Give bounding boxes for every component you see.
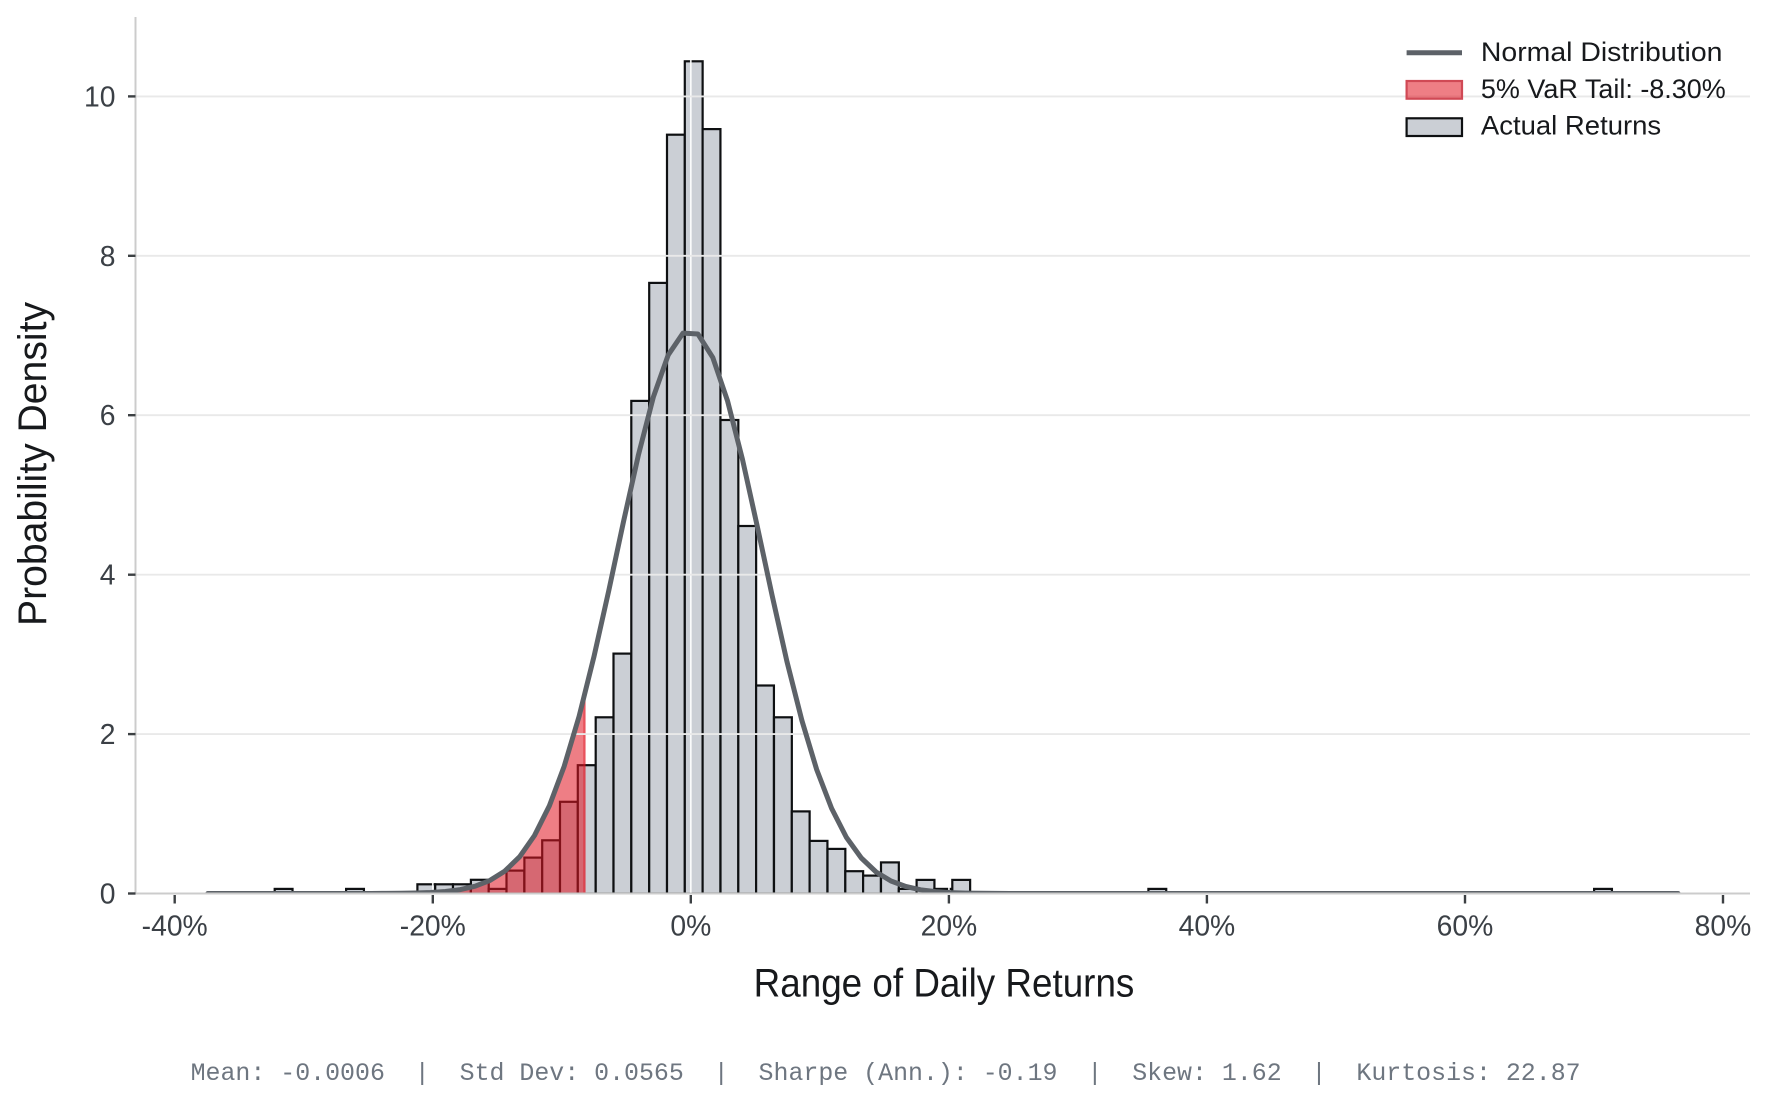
svg-text:Actual Returns: Actual Returns: [1481, 110, 1661, 140]
svg-text:60%: 60%: [1437, 910, 1494, 942]
svg-text:0%: 0%: [670, 910, 711, 942]
svg-text:8: 8: [100, 240, 116, 272]
svg-text:2: 2: [100, 718, 116, 750]
svg-text:4: 4: [100, 559, 116, 591]
svg-text:6: 6: [100, 399, 116, 431]
svg-text:Range of Daily Returns: Range of Daily Returns: [754, 961, 1135, 1005]
svg-text:Mean: -0.0006 | Std Dev: 0.0: Mean: -0.0006 | Std Dev: 0.0565 | Sharpe…: [191, 1059, 1581, 1088]
svg-text:80%: 80%: [1695, 910, 1752, 942]
svg-text:40%: 40%: [1179, 910, 1236, 942]
svg-text:5% VaR Tail: -8.30%: 5% VaR Tail: -8.30%: [1481, 74, 1726, 104]
svg-text:Probability Density: Probability Density: [11, 302, 55, 626]
svg-text:10: 10: [84, 80, 115, 112]
svg-text:0: 0: [100, 878, 116, 910]
svg-text:20%: 20%: [921, 910, 978, 942]
svg-text:-20%: -20%: [400, 910, 466, 942]
svg-text:Normal Distribution: Normal Distribution: [1481, 37, 1723, 67]
svg-text:-40%: -40%: [142, 910, 208, 942]
